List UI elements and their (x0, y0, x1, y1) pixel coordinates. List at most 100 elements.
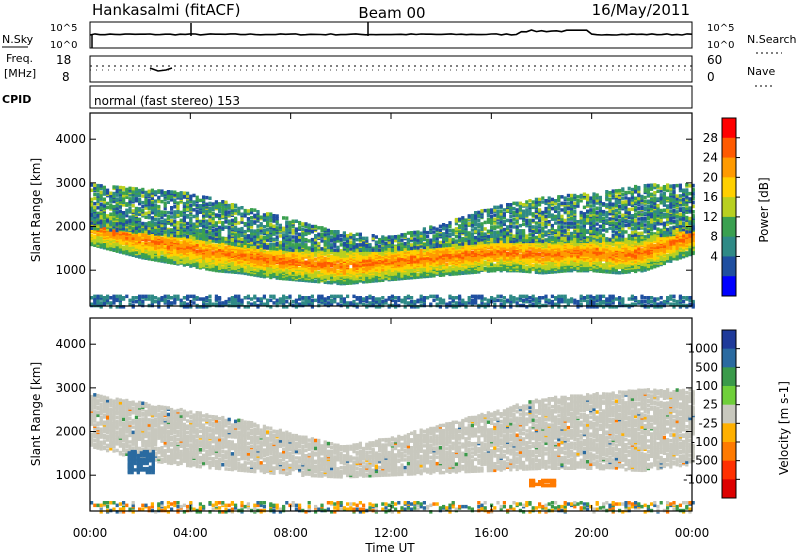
power-cell (218, 202, 222, 206)
power-cell (211, 251, 215, 255)
power-cell (214, 204, 218, 208)
power-cell (352, 245, 356, 250)
power-cell (240, 298, 244, 303)
power-cell (400, 271, 404, 276)
power-cell (198, 236, 202, 241)
power-cell (122, 226, 126, 231)
power-cell (134, 212, 138, 216)
power-cell (131, 198, 135, 203)
power-cell (163, 230, 167, 234)
power-cell (282, 226, 286, 231)
power-cell (134, 193, 138, 198)
power-cell (208, 294, 212, 299)
power-cell (198, 305, 202, 309)
power-cell (320, 232, 324, 237)
freq-tick-top: 18 (56, 53, 71, 67)
power-cell (403, 305, 407, 309)
power-cell (173, 297, 177, 301)
power-cell (99, 184, 103, 188)
power-cell (320, 228, 324, 233)
power-cell (458, 294, 462, 299)
power-cell (397, 245, 401, 249)
power-cell (240, 220, 244, 224)
power-cell (176, 192, 180, 196)
power-cell (253, 301, 257, 305)
power-cell (346, 301, 350, 305)
power-cell (166, 294, 170, 299)
power-cell (173, 294, 177, 299)
power-cell (141, 229, 145, 234)
power-cell (397, 296, 401, 300)
power-cell (272, 237, 276, 242)
power-cell (170, 228, 174, 232)
power-cell (157, 189, 161, 193)
power-cell (166, 196, 170, 200)
power-cell (99, 240, 103, 244)
power-cell (221, 209, 225, 213)
power-cell (442, 223, 446, 227)
nave-tick-top: 60 (707, 53, 722, 67)
power-cell (128, 208, 132, 213)
power-cell (211, 216, 215, 221)
power-cell (310, 274, 314, 278)
power-cell (243, 305, 247, 309)
power-cell (150, 227, 154, 232)
power-cell (166, 299, 170, 304)
power-cell (358, 268, 362, 273)
power-cell (342, 251, 346, 256)
power-cell (128, 199, 132, 204)
power-cell (339, 294, 343, 299)
power-cell (182, 201, 186, 206)
power-cell (176, 221, 180, 225)
power-cell (330, 239, 334, 243)
power-cell (198, 204, 202, 208)
power-cell (400, 267, 404, 272)
power-cell (272, 245, 276, 249)
power-cell (96, 189, 100, 193)
power-cell (438, 244, 442, 248)
power-cell (387, 235, 391, 239)
power-cell (275, 222, 279, 226)
power-cell (157, 250, 161, 255)
power-cell (269, 294, 273, 299)
power-cell (160, 189, 164, 193)
power-cell (221, 206, 225, 211)
power-cell (230, 301, 234, 305)
power-cell (406, 237, 410, 242)
power-cell (96, 202, 100, 206)
power-cell (326, 274, 330, 278)
power-cell (394, 302, 398, 306)
power-cell (93, 294, 97, 299)
power-cell (195, 198, 199, 202)
power-cell (208, 221, 212, 225)
power-cell (285, 296, 289, 300)
power-cell (141, 200, 145, 205)
power-cell (346, 234, 350, 238)
power-cell (429, 294, 433, 299)
power-cell (176, 206, 180, 210)
power-cell (112, 185, 116, 189)
power-cell (262, 294, 266, 299)
power-cell (365, 258, 369, 263)
power-cell (394, 296, 398, 300)
power-cell (208, 230, 212, 234)
power-cell (326, 245, 330, 250)
power-cell (346, 294, 350, 299)
power-cell (234, 232, 238, 236)
power-cell (211, 231, 215, 235)
power-cell (96, 220, 100, 224)
power-cell (269, 305, 273, 309)
power-cell (246, 257, 250, 262)
power-cell (179, 195, 183, 199)
power-cell (154, 296, 158, 300)
power-cell (147, 241, 151, 245)
power-cell (243, 255, 247, 260)
power-cell (301, 277, 305, 281)
power-cell (192, 233, 196, 237)
nsearch-label: N.Search (747, 33, 797, 46)
power-cell (198, 219, 202, 224)
power-cell (339, 237, 343, 242)
power-cell (234, 228, 238, 232)
power-cell (250, 216, 254, 220)
